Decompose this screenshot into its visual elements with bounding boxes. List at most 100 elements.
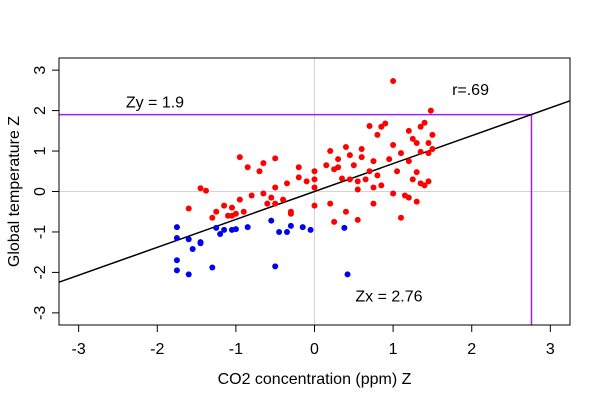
red-data-point <box>417 123 424 130</box>
red-data-point <box>311 184 318 191</box>
red-data-point <box>405 127 412 134</box>
red-data-point <box>256 168 263 175</box>
red-data-point <box>342 144 349 150</box>
red-data-point <box>354 178 361 185</box>
blue-data-point <box>272 263 279 270</box>
red-data-point <box>409 135 416 142</box>
red-data-point <box>346 152 353 159</box>
red-data-point <box>421 119 428 126</box>
y-axis: -3 -2 -1 0 1 2 3 <box>32 66 59 320</box>
red-data-point <box>405 158 412 165</box>
red-data-point <box>236 154 243 161</box>
red-data-point <box>209 214 216 221</box>
red-data-point <box>335 164 342 171</box>
red-data-point <box>370 184 377 191</box>
x-axis-title: CO2 concentration (ppm) Z <box>218 371 412 388</box>
blue-data-point <box>173 267 180 274</box>
guide-lines <box>59 113 533 325</box>
red-data-point <box>429 146 436 153</box>
blue-data-point <box>213 224 220 231</box>
blue-data-point <box>268 217 275 224</box>
red-data-point <box>272 200 279 207</box>
blue-data-point <box>173 224 180 231</box>
red-data-point <box>248 192 255 199</box>
red-data-point <box>401 192 408 199</box>
red-data-point <box>370 200 377 207</box>
red-data-point <box>397 150 404 157</box>
red-data-point <box>413 169 420 176</box>
red-data-point <box>413 198 420 205</box>
red-data-point <box>236 196 243 203</box>
y-tick-label: 1 <box>32 146 49 155</box>
blue-data-point <box>185 236 192 243</box>
zy-annotation: Zy = 1.9 <box>126 94 184 111</box>
red-data-point <box>390 141 397 148</box>
red-data-point <box>342 208 349 215</box>
red-data-point <box>354 186 361 193</box>
red-data-point <box>283 180 290 187</box>
blue-data-point <box>209 264 216 271</box>
red-data-point <box>327 148 334 155</box>
red-data-point <box>413 139 420 146</box>
x-tick-label: -3 <box>72 341 86 358</box>
blue-data-point <box>185 271 192 278</box>
blue-data-point <box>221 226 228 233</box>
regression-line-group <box>58 100 571 283</box>
blue-data-point <box>276 228 283 235</box>
r-annotation: r=.69 <box>452 82 489 99</box>
red-data-point <box>390 78 397 85</box>
y-tick-label: -1 <box>32 225 49 239</box>
red-data-point <box>287 208 294 215</box>
red-data-point <box>203 187 210 194</box>
x-tick-label: 1 <box>389 341 398 358</box>
y-axis-title: Global temperature Z <box>6 116 23 267</box>
blue-data-point <box>299 224 306 231</box>
red-data-point <box>421 182 428 189</box>
blue-data-point <box>287 222 294 229</box>
y-tick-label: 0 <box>32 187 49 196</box>
red-data-point <box>370 158 377 165</box>
red-data-point <box>311 168 318 175</box>
blue-data-point <box>189 245 196 252</box>
blue-data-point <box>244 224 251 231</box>
red-data-point <box>425 150 432 157</box>
red-data-point <box>366 122 373 129</box>
red-data-point <box>331 218 338 225</box>
red-data-point <box>394 168 401 175</box>
blue-data-point <box>283 228 290 235</box>
red-data-point <box>366 168 373 175</box>
red-data-point <box>339 175 346 182</box>
red-data-point <box>346 176 353 183</box>
regression-line <box>58 100 571 283</box>
red-data-point <box>378 123 385 130</box>
red-data-point <box>374 172 381 179</box>
red-data-point <box>354 216 361 223</box>
red-data-point <box>427 107 434 114</box>
red-data-point <box>327 200 334 207</box>
red-data-point <box>362 176 369 183</box>
data-points <box>173 78 436 278</box>
red-data-point <box>303 178 310 185</box>
blue-data-point <box>197 239 204 246</box>
red-data-point <box>232 210 239 217</box>
y-tick-label: 2 <box>32 106 49 115</box>
red-data-point <box>280 196 287 203</box>
red-data-point <box>272 184 279 191</box>
red-data-point <box>260 160 267 167</box>
red-data-point <box>417 148 424 155</box>
zx-annotation: Zx = 2.76 <box>355 289 422 306</box>
red-data-point <box>213 208 220 215</box>
red-data-point <box>244 164 251 171</box>
blue-data-point <box>344 271 351 278</box>
y-tick-label: -3 <box>32 306 49 320</box>
red-data-point <box>197 185 204 192</box>
red-data-point <box>225 212 232 219</box>
x-tick-label: -1 <box>229 341 243 358</box>
red-data-point <box>425 139 432 146</box>
blue-data-point <box>307 226 314 233</box>
red-data-point <box>295 164 302 171</box>
red-data-point <box>390 190 397 197</box>
x-axis: -3 -2 -1 0 1 2 3 <box>72 325 555 358</box>
blue-data-point <box>217 230 224 237</box>
